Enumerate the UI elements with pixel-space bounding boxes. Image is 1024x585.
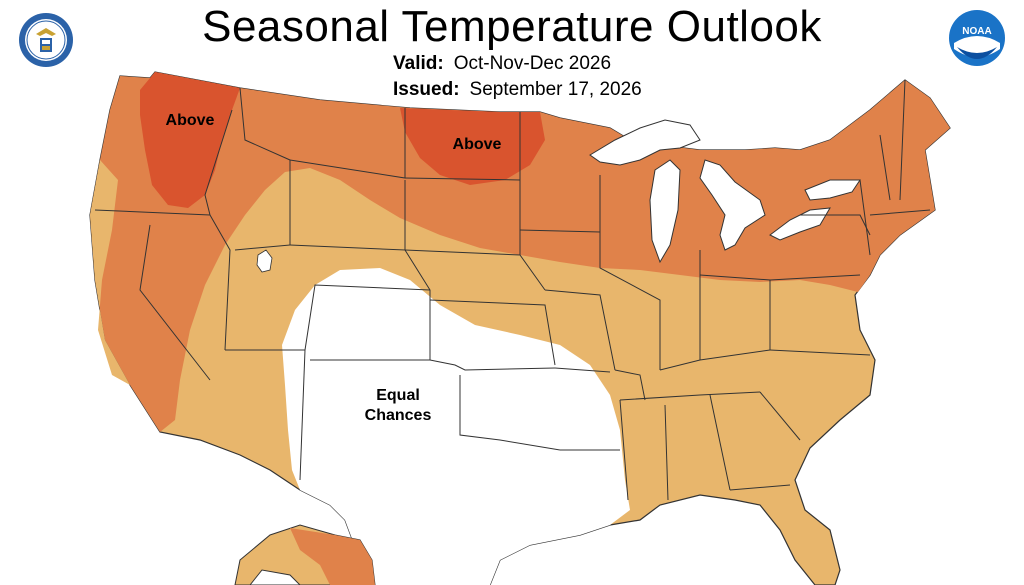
noaa-logo-icon: NOAA <box>949 10 1005 66</box>
great-salt-lake <box>256 249 273 273</box>
page-title: Seasonal Temperature Outlook <box>202 2 822 51</box>
valid-period: Valid: Oct-Nov-Dec 2026 <box>393 53 611 75</box>
label-equal-chances-2: Chances <box>365 407 432 424</box>
label-equal-chances-1: Equal <box>376 387 420 404</box>
above-50-60-northwest <box>140 72 240 208</box>
alaska-fragment-above <box>290 528 375 585</box>
commerce-seal-icon <box>19 13 73 67</box>
great-lakes <box>589 119 861 264</box>
valid-value: Oct-Nov-Dec 2026 <box>453 53 612 74</box>
above-50-60-northplains <box>400 108 545 185</box>
state-borders <box>94 79 931 501</box>
above-33-40-westcoast-strip <box>90 160 130 385</box>
alaska-fragment-white <box>249 569 301 585</box>
equal-chances-region <box>282 268 630 585</box>
label-above-northwest: Above <box>166 112 215 129</box>
issued-value: September 17, 2026 <box>469 79 642 100</box>
issued-date: Issued: September 17, 2026 <box>393 79 642 101</box>
issued-label: Issued: <box>393 79 460 100</box>
label-above-northplains: Above <box>453 136 502 153</box>
valid-label: Valid: <box>393 53 444 74</box>
noaa-text: NOAA <box>962 26 991 37</box>
